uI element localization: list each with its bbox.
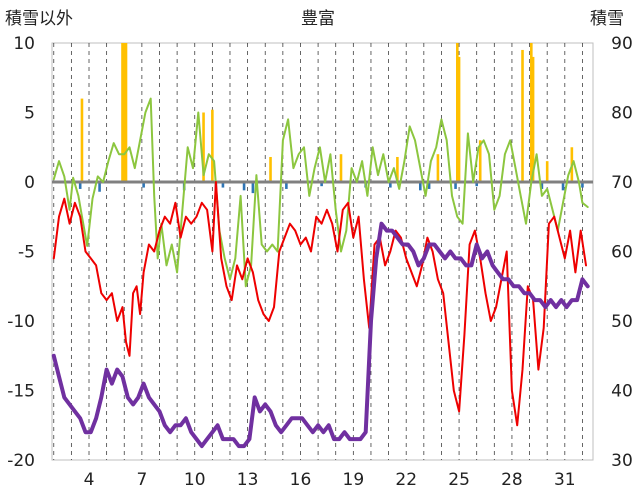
y-tick-right: 70 bbox=[611, 173, 633, 193]
bar-negative bbox=[98, 182, 101, 192]
bar-positive bbox=[456, 43, 459, 182]
y-tick-left: -15 bbox=[7, 382, 35, 402]
bar-positive bbox=[124, 43, 128, 182]
x-tick: 22 bbox=[395, 470, 417, 490]
x-tick: 13 bbox=[237, 470, 259, 490]
bar-negative bbox=[251, 182, 255, 194]
bar-negative bbox=[78, 182, 82, 189]
bar-negative bbox=[389, 182, 392, 188]
series-line-green bbox=[52, 97, 589, 288]
bar-positive bbox=[545, 161, 549, 182]
bar-positive bbox=[530, 43, 533, 182]
y-tick-left: 10 bbox=[13, 34, 35, 54]
bar-positive bbox=[521, 49, 524, 183]
y-tick-left: -10 bbox=[7, 312, 35, 332]
bar-positive bbox=[339, 154, 343, 182]
bar-negative bbox=[561, 182, 565, 191]
plot-area bbox=[51, 42, 594, 461]
chart-title: 豊富 bbox=[301, 9, 335, 29]
bar-positive bbox=[457, 56, 461, 182]
y-tick-right: 90 bbox=[611, 34, 633, 54]
left-axis-title: 積雪以外 bbox=[5, 9, 73, 29]
bar-negative bbox=[320, 182, 323, 187]
y-tick-right: 60 bbox=[611, 243, 633, 263]
bar-negative bbox=[285, 182, 288, 189]
x-tick: 28 bbox=[501, 470, 523, 490]
bar-positive bbox=[211, 109, 214, 182]
bar-positive bbox=[80, 98, 84, 182]
bar-positive bbox=[436, 154, 440, 182]
plot-frame bbox=[51, 42, 594, 461]
bar-positive bbox=[122, 43, 126, 182]
bar-positive bbox=[269, 156, 272, 182]
bar-negative bbox=[581, 182, 584, 188]
right-axis-title: 積雪 bbox=[590, 9, 624, 29]
x-tick: 25 bbox=[448, 470, 470, 490]
bar-negative bbox=[221, 182, 225, 188]
y-tick-right: 50 bbox=[611, 312, 633, 332]
y-tick-left: -20 bbox=[7, 451, 35, 471]
bar-negative bbox=[242, 182, 246, 191]
bar-negative bbox=[427, 182, 431, 189]
series-line-red bbox=[52, 181, 587, 427]
x-tick: 16 bbox=[290, 470, 312, 490]
x-tick: 19 bbox=[343, 470, 365, 490]
bar-positive bbox=[531, 56, 535, 182]
bar-positive bbox=[202, 112, 205, 182]
y-tick-right: 40 bbox=[611, 382, 633, 402]
bar-positive bbox=[121, 43, 124, 182]
bar-positive bbox=[478, 140, 482, 182]
bar-negative bbox=[142, 182, 145, 188]
x-tick: 31 bbox=[554, 470, 576, 490]
bar-negative bbox=[475, 182, 478, 187]
series-line-purple bbox=[51, 221, 590, 449]
y-tick-right: 80 bbox=[611, 104, 633, 124]
y-tick-right: 30 bbox=[611, 451, 633, 471]
bar-negative bbox=[540, 182, 544, 189]
x-tick: 4 bbox=[84, 470, 95, 490]
bar-positive bbox=[396, 156, 399, 182]
y-tick-left: -5 bbox=[18, 243, 35, 263]
bar-negative bbox=[454, 182, 457, 189]
x-tick: 10 bbox=[184, 470, 206, 490]
y-tick-left: 5 bbox=[24, 104, 35, 124]
x-tick: 7 bbox=[136, 470, 147, 490]
y-tick-left: 0 bbox=[24, 173, 35, 193]
bar-negative bbox=[419, 182, 422, 191]
